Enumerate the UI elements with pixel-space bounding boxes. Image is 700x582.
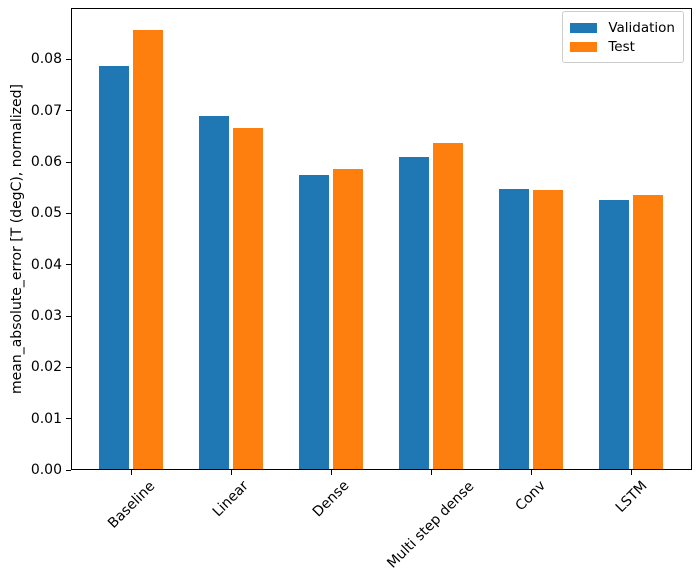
bar-test-conv [533, 190, 563, 469]
x-tick-label-dense: Dense [309, 477, 353, 521]
y-tick-label: 0.08 [30, 51, 62, 68]
bar-validation-baseline [99, 65, 129, 469]
bar-test-linear [233, 128, 263, 469]
bar-validation-dense [299, 174, 329, 469]
bar-test-dense [333, 169, 363, 469]
bar-test-baseline [133, 30, 163, 469]
legend-swatch-test-icon [570, 41, 598, 52]
legend-swatch-validation-icon [570, 22, 598, 33]
y-tick-mark [66, 315, 71, 317]
bar-test-lstm [633, 194, 663, 469]
x-tick-label-multi-step-dense: Multi step dense [384, 478, 478, 572]
y-tick-mark [66, 418, 71, 420]
y-tick-mark [66, 58, 71, 60]
x-tick-label-linear: Linear [209, 478, 252, 521]
y-tick-label: 0.01 [30, 410, 62, 427]
y-axis-label: mean_absolute_error [T (degC), normalize… [9, 84, 25, 394]
bar-validation-conv [499, 189, 529, 469]
y-tick-mark [66, 264, 71, 266]
bar-validation-lstm [599, 200, 629, 469]
x-tick-mark [431, 470, 432, 475]
x-tick-label-baseline: Baseline [104, 477, 158, 532]
x-tick-label-conv: Conv [512, 478, 549, 515]
y-tick-mark [66, 161, 71, 163]
legend-label-validation: Validation [608, 19, 675, 36]
y-tick-label: 0.03 [30, 308, 62, 324]
y-tick-mark [66, 469, 71, 471]
y-tick-label: 0.04 [30, 256, 62, 273]
y-tick-label: 0.05 [30, 205, 62, 222]
y-tick-mark [66, 366, 71, 368]
legend-item-test: Test [570, 37, 675, 56]
plot-area: Validation Test [71, 8, 692, 470]
legend-item-validation: Validation [570, 18, 675, 37]
x-tick-mark [131, 470, 132, 475]
x-tick-mark [531, 470, 532, 475]
x-tick-mark [231, 470, 232, 475]
x-tick-mark [331, 470, 332, 475]
legend: Validation Test [562, 11, 684, 63]
bar-validation-multi-step-dense [399, 156, 429, 469]
bar-validation-linear [199, 115, 229, 469]
y-tick-mark [66, 110, 71, 112]
x-tick-mark [631, 470, 632, 475]
legend-label-test: Test [608, 38, 635, 55]
x-tick-label-lstm: LSTM [612, 477, 651, 516]
y-tick-label: 0.06 [30, 154, 62, 170]
y-tick-mark [66, 212, 71, 214]
y-tick-label: 0.07 [30, 102, 62, 119]
bar-test-multi-step-dense [433, 143, 463, 469]
y-tick-label: 0.02 [30, 359, 62, 376]
y-tick-label: 0.00 [30, 462, 62, 478]
